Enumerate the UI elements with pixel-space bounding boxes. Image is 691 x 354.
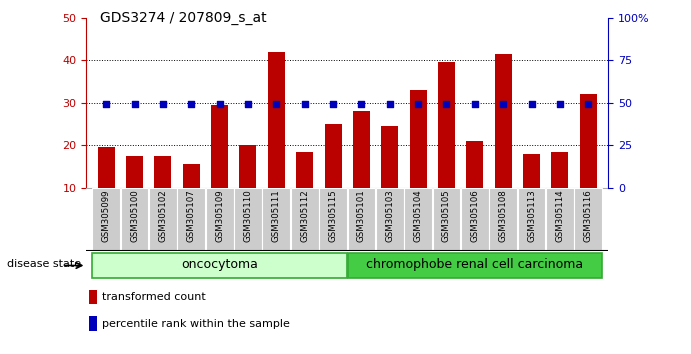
FancyBboxPatch shape xyxy=(574,188,602,251)
FancyBboxPatch shape xyxy=(348,188,375,251)
FancyBboxPatch shape xyxy=(178,188,205,251)
Point xyxy=(243,102,254,107)
Point xyxy=(413,102,424,107)
Text: GSM305114: GSM305114 xyxy=(556,189,565,242)
FancyBboxPatch shape xyxy=(93,253,347,278)
Text: GSM305101: GSM305101 xyxy=(357,189,366,242)
Text: GSM305105: GSM305105 xyxy=(442,189,451,242)
FancyBboxPatch shape xyxy=(93,188,120,251)
Bar xyxy=(466,141,483,188)
Point xyxy=(101,102,112,107)
Point xyxy=(441,102,452,107)
Point xyxy=(554,102,565,107)
Bar xyxy=(89,290,97,304)
Text: GSM305099: GSM305099 xyxy=(102,189,111,242)
Point xyxy=(583,102,594,107)
Text: chromophobe renal cell carcinoma: chromophobe renal cell carcinoma xyxy=(366,258,583,272)
Text: GSM305111: GSM305111 xyxy=(272,189,281,242)
FancyBboxPatch shape xyxy=(546,188,574,251)
FancyBboxPatch shape xyxy=(149,188,177,251)
FancyBboxPatch shape xyxy=(291,188,319,251)
Point xyxy=(214,102,225,107)
Point xyxy=(469,102,480,107)
FancyBboxPatch shape xyxy=(319,188,347,251)
Text: GSM305112: GSM305112 xyxy=(300,189,309,242)
Bar xyxy=(353,111,370,188)
Bar xyxy=(325,124,341,188)
Text: GSM305107: GSM305107 xyxy=(187,189,196,242)
FancyBboxPatch shape xyxy=(348,253,602,278)
Bar xyxy=(296,152,313,188)
Point xyxy=(356,102,367,107)
FancyBboxPatch shape xyxy=(518,188,545,251)
Point xyxy=(271,102,282,107)
Bar xyxy=(89,316,97,331)
Text: GSM305104: GSM305104 xyxy=(414,189,423,242)
Point xyxy=(328,102,339,107)
Text: GSM305100: GSM305100 xyxy=(130,189,139,242)
Point xyxy=(299,102,310,107)
Point xyxy=(186,102,197,107)
Text: GSM305103: GSM305103 xyxy=(386,189,395,242)
Bar xyxy=(97,147,115,188)
FancyBboxPatch shape xyxy=(121,188,149,251)
Bar xyxy=(183,164,200,188)
Bar xyxy=(438,62,455,188)
Text: oncocytoma: oncocytoma xyxy=(181,258,258,272)
Text: GSM305108: GSM305108 xyxy=(499,189,508,242)
Bar xyxy=(268,52,285,188)
FancyBboxPatch shape xyxy=(489,188,517,251)
Text: GSM305116: GSM305116 xyxy=(584,189,593,242)
FancyBboxPatch shape xyxy=(461,188,489,251)
FancyBboxPatch shape xyxy=(234,188,262,251)
Bar xyxy=(410,90,426,188)
FancyBboxPatch shape xyxy=(433,188,460,251)
Text: GSM305109: GSM305109 xyxy=(215,189,224,242)
FancyBboxPatch shape xyxy=(206,188,234,251)
Point xyxy=(384,102,395,107)
Bar xyxy=(240,145,256,188)
Text: GDS3274 / 207809_s_at: GDS3274 / 207809_s_at xyxy=(100,11,267,25)
Text: disease state: disease state xyxy=(7,259,81,269)
FancyBboxPatch shape xyxy=(376,188,404,251)
Text: percentile rank within the sample: percentile rank within the sample xyxy=(102,319,290,329)
Bar xyxy=(495,54,511,188)
Text: GSM305106: GSM305106 xyxy=(471,189,480,242)
FancyBboxPatch shape xyxy=(404,188,432,251)
Point xyxy=(526,102,537,107)
Point xyxy=(498,102,509,107)
Bar xyxy=(154,156,171,188)
Bar xyxy=(523,154,540,188)
Bar xyxy=(580,94,597,188)
Point xyxy=(129,102,140,107)
Text: transformed count: transformed count xyxy=(102,292,206,302)
Bar xyxy=(126,156,143,188)
Bar xyxy=(211,105,228,188)
Text: GSM305113: GSM305113 xyxy=(527,189,536,242)
Point xyxy=(158,102,169,107)
Text: GSM305110: GSM305110 xyxy=(243,189,252,242)
FancyBboxPatch shape xyxy=(263,188,290,251)
Bar xyxy=(381,126,398,188)
Text: GSM305102: GSM305102 xyxy=(158,189,167,242)
Bar xyxy=(551,152,569,188)
Text: GSM305115: GSM305115 xyxy=(328,189,337,242)
